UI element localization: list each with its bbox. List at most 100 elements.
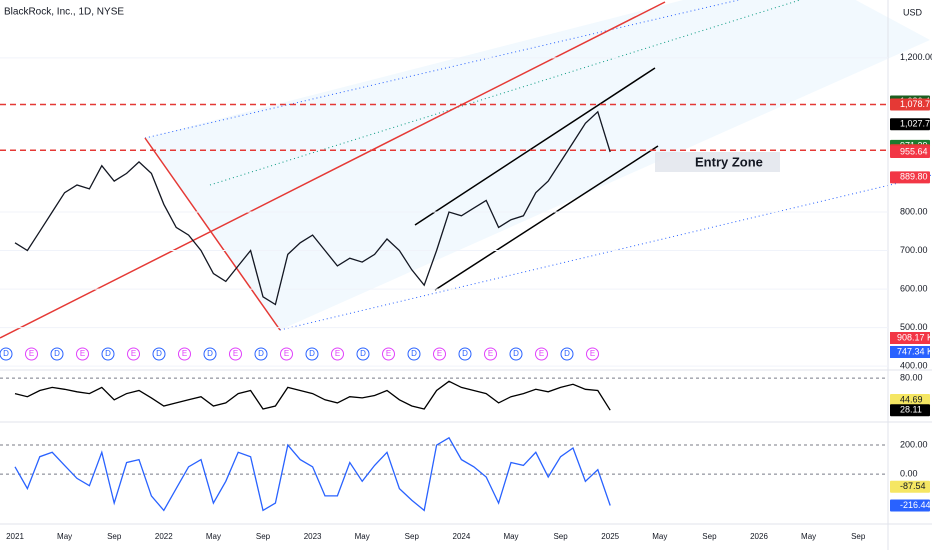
event-marker xyxy=(25,347,38,361)
price-tag xyxy=(890,171,930,184)
series-line xyxy=(14,436,611,512)
event-marker-label: E xyxy=(284,349,289,358)
x-tick-label: 2023 xyxy=(304,532,322,541)
event-marker xyxy=(280,347,293,361)
x-tick-label: May xyxy=(801,532,816,541)
event-marker-label: E xyxy=(335,349,340,358)
x-tick-label: Sep xyxy=(405,532,420,541)
price-tag xyxy=(890,499,930,512)
event-marker xyxy=(127,347,140,361)
event-marker xyxy=(254,347,268,361)
y-tick-label: 600.00 xyxy=(900,283,928,293)
event-marker-label: D xyxy=(462,349,468,358)
event-marker-label: E xyxy=(437,349,442,358)
event-marker xyxy=(586,347,599,361)
x-tick-label: 2021 xyxy=(6,532,24,541)
price-tag xyxy=(890,480,930,493)
axis-unit: USD xyxy=(903,7,923,17)
price-tag xyxy=(890,118,930,131)
event-marker xyxy=(76,347,89,361)
y-tick-label: 200.00 xyxy=(900,439,928,449)
x-tick-label: Sep xyxy=(553,532,568,541)
price-tag-label: -216.44 xyxy=(900,500,931,510)
event-marker-label: E xyxy=(233,349,238,358)
event-marker xyxy=(356,347,370,361)
trend-line xyxy=(434,145,659,291)
event-marker-label: D xyxy=(156,349,162,358)
price-tag-label: -87.54 xyxy=(900,481,926,491)
price-tag-label: 889.80 xyxy=(900,172,928,182)
event-marker-label: E xyxy=(386,349,391,358)
event-marker-label: D xyxy=(105,349,111,358)
channel-fill xyxy=(145,0,930,330)
event-marker xyxy=(229,347,242,361)
x-tick-label: 2026 xyxy=(750,532,768,541)
event-marker-label: D xyxy=(309,349,315,358)
price-tag xyxy=(890,98,930,111)
y-tick-label: 0.00 xyxy=(900,468,918,478)
event-marker-label: E xyxy=(131,349,136,358)
event-marker xyxy=(433,347,446,361)
volume-tag-label: 908.17 K xyxy=(897,332,932,342)
volume-tag xyxy=(890,332,930,344)
volume-tag xyxy=(890,346,930,358)
event-marker-label: E xyxy=(29,349,34,358)
trend-line xyxy=(414,67,656,226)
event-marker-label: D xyxy=(564,349,570,358)
volume-tag-label: 747.34 K xyxy=(897,346,932,356)
event-marker xyxy=(331,347,344,361)
y-tick-label: 500.00 xyxy=(900,322,928,332)
x-tick-label: Sep xyxy=(107,532,122,541)
event-marker xyxy=(152,347,166,361)
event-marker xyxy=(535,347,548,361)
event-marker-label: D xyxy=(3,349,9,358)
price-tag-label: 1,078.71 xyxy=(900,99,932,109)
price-tag xyxy=(890,404,930,417)
price-tag xyxy=(890,393,930,406)
x-tick-label: Sep xyxy=(256,532,271,541)
x-tick-label: May xyxy=(206,532,221,541)
y-tick-label: 80.00 xyxy=(900,373,923,383)
pitchfork-handle xyxy=(144,137,281,331)
event-marker-label: D xyxy=(54,349,60,358)
x-tick-label: May xyxy=(355,532,370,541)
event-marker-label: D xyxy=(207,349,213,358)
event-marker xyxy=(101,347,115,361)
event-marker-label: D xyxy=(360,349,366,358)
y-tick-label: 1,200.00 xyxy=(900,52,932,62)
entry-zone xyxy=(655,152,780,172)
event-marker xyxy=(382,347,395,361)
event-marker-label: D xyxy=(258,349,264,358)
event-marker-label: E xyxy=(590,349,595,358)
x-tick-label: 2024 xyxy=(453,532,471,541)
x-tick-label: May xyxy=(503,532,518,541)
event-marker xyxy=(509,347,523,361)
price-tag-label: 1,027.74 xyxy=(900,119,932,129)
event-marker xyxy=(50,347,64,361)
x-tick-label: May xyxy=(57,532,72,541)
x-tick-label: May xyxy=(652,532,667,541)
price-tag-label: 955.64 xyxy=(900,146,928,156)
x-tick-label: 2025 xyxy=(601,532,619,541)
y-tick-label: 400.00 xyxy=(900,361,928,371)
y-tick-label: 800.00 xyxy=(900,206,928,216)
series-line xyxy=(14,380,611,411)
chart-title: BlackRock, Inc., 1D, NYSE xyxy=(4,7,124,18)
event-marker-label: D xyxy=(513,349,519,358)
event-marker-label: E xyxy=(182,349,187,358)
x-tick-label: Sep xyxy=(851,532,866,541)
y-tick-label: 700.00 xyxy=(900,245,928,255)
x-tick-label: Sep xyxy=(702,532,717,541)
event-marker-label: E xyxy=(80,349,85,358)
event-marker-label: E xyxy=(539,349,544,358)
event-marker-label: D xyxy=(411,349,417,358)
event-marker xyxy=(305,347,319,361)
event-marker xyxy=(560,347,574,361)
event-marker xyxy=(407,347,421,361)
event-marker-label: E xyxy=(488,349,493,358)
annotation: Entry Zone xyxy=(695,154,763,169)
price-tag-label: 44.69 xyxy=(900,394,923,404)
